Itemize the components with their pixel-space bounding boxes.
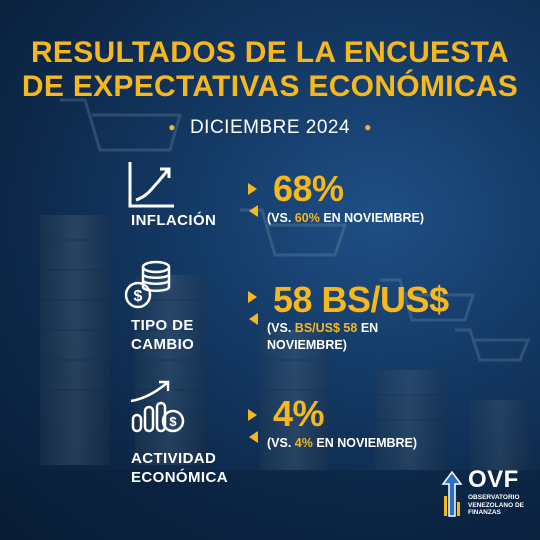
indicator-label-exchange-rate: TIPO DE CAMBIO [131, 317, 195, 353]
indicator-label-economic-activity: ACTIVIDAD ECONÓMICA [131, 450, 228, 486]
growth-chart-icon [128, 162, 174, 208]
logo-name: OVF [468, 466, 519, 493]
survey-date: DICIEMBRE 2024 [189, 117, 351, 138]
economic-activity-value: 4% [273, 393, 325, 434]
economic-activity-icon: $ [130, 380, 185, 433]
indicator-arrows-icon [248, 409, 258, 443]
inflation-value: 68% [273, 168, 344, 209]
svg-text:$: $ [169, 414, 177, 429]
title-line-1: RESULTADOS DE LA ENCUESTA [30, 36, 510, 69]
date-row: ● DICIEMBRE 2024 ● [0, 117, 540, 139]
indicator-label-inflation: INFLACIÓN [131, 212, 217, 229]
title-line-2: DE EXPECTATIVAS ECONÓMICAS [21, 70, 519, 103]
bullet-left-icon: ● [168, 120, 176, 134]
coins-dollar-icon: $ [124, 260, 171, 309]
exchange-rate-value: 58 BS/US$ [273, 279, 449, 320]
svg-text:$: $ [134, 288, 143, 305]
economic-activity-comparison-note: (VS. 4% EN NOVIEMBRE) [267, 436, 418, 450]
inflation-comparison-note: (VS. 60% EN NOVIEMBRE) [267, 211, 425, 225]
logo-subtitle: OBSERVATORIO VENEZOLANO DE FINANZAS [468, 494, 524, 516]
ovf-logo-arrow-icon [441, 470, 463, 517]
indicator-arrows-icon [248, 291, 258, 325]
exchange-rate-comparison-note: (VS. BS/US$ 58 EN NOVIEMBRE) [267, 321, 379, 352]
page-title: RESULTADOS DE LA ENCUESTA DE EXPECTATIVA… [0, 36, 540, 104]
indicator-arrows-icon [248, 183, 258, 217]
bullet-right-icon: ● [364, 120, 372, 134]
